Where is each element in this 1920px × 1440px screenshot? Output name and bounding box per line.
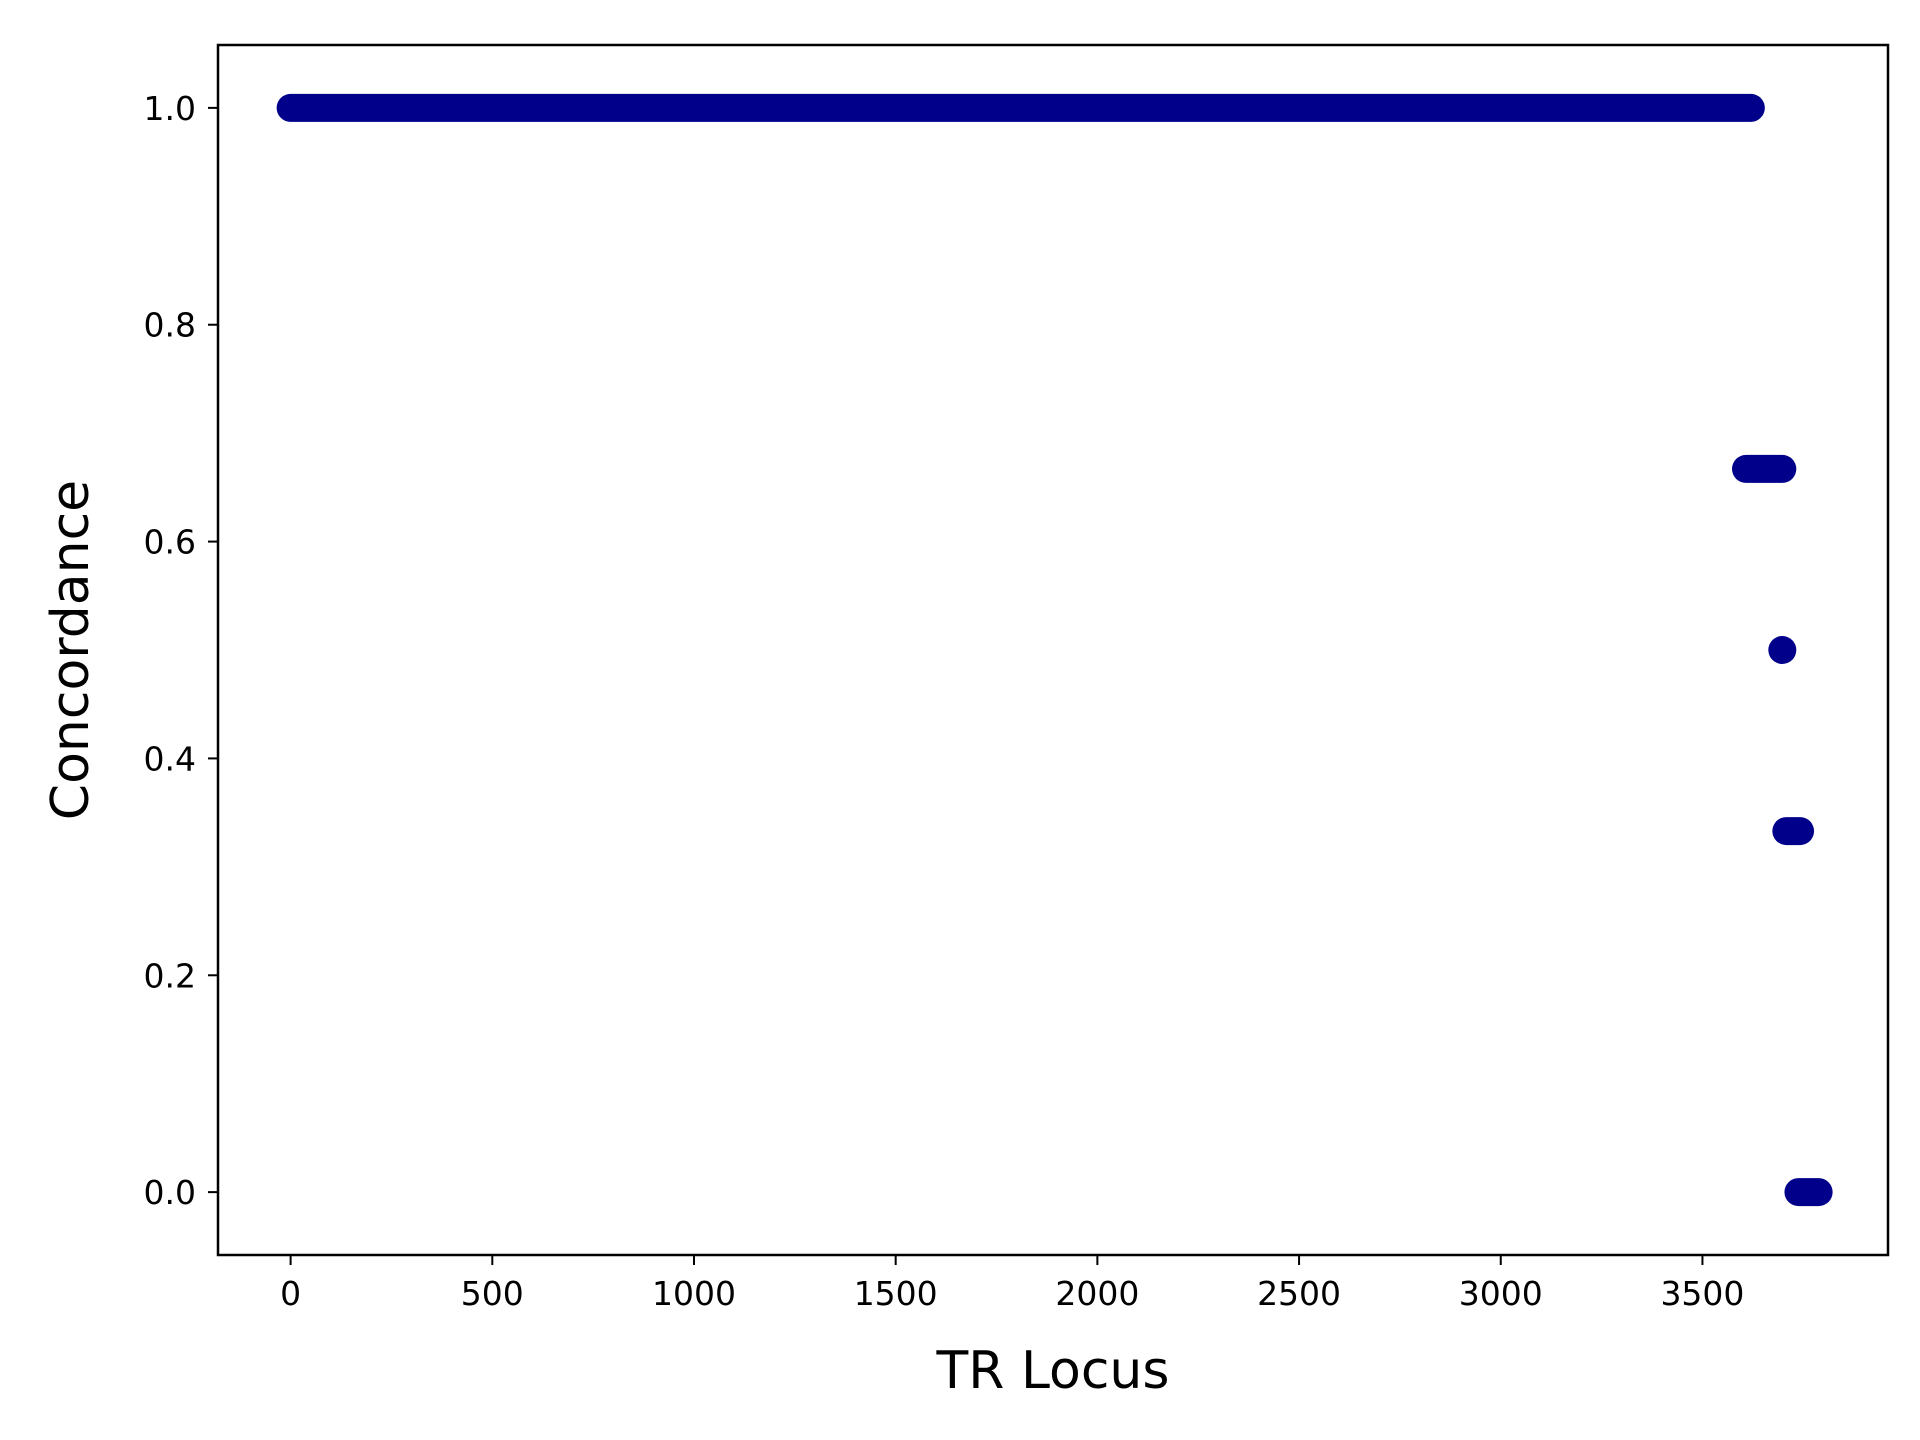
data-point-cluster	[1784, 1178, 1833, 1207]
plot-area	[216, 43, 1890, 1257]
y-tick-label: 0.8	[144, 306, 196, 345]
y-axis: 0.0 0.2 0.4 0.6 0.8 1.0	[144, 89, 218, 1212]
x-tick-label: 0	[280, 1274, 301, 1313]
y-tick-label: 1.0	[144, 89, 196, 128]
y-tick-label: 0.0	[144, 1173, 196, 1212]
x-axis-label: TR Locus	[936, 1341, 1170, 1401]
y-tick-label: 0.2	[144, 956, 196, 995]
x-tick-label: 1500	[854, 1274, 938, 1313]
y-tick-label: 0.4	[144, 739, 196, 778]
data-point-cluster	[276, 93, 1765, 122]
x-tick-label: 3500	[1660, 1274, 1744, 1313]
data-point-cluster	[1772, 817, 1815, 846]
x-axis: 0 500 1000 1500 2000 2500 3000 3500	[280, 1255, 1744, 1313]
x-tick-label: 1000	[652, 1274, 736, 1313]
x-tick-label: 2500	[1257, 1274, 1341, 1313]
y-axis-label: Concordance	[41, 480, 101, 820]
data-point-cluster	[1768, 636, 1797, 664]
y-tick-label: 0.6	[144, 523, 196, 562]
x-tick-label: 2000	[1055, 1274, 1139, 1313]
x-tick-label: 500	[461, 1274, 524, 1313]
data-points	[276, 93, 1833, 1207]
data-point-cluster	[1732, 454, 1797, 483]
x-tick-label: 3000	[1459, 1274, 1543, 1313]
